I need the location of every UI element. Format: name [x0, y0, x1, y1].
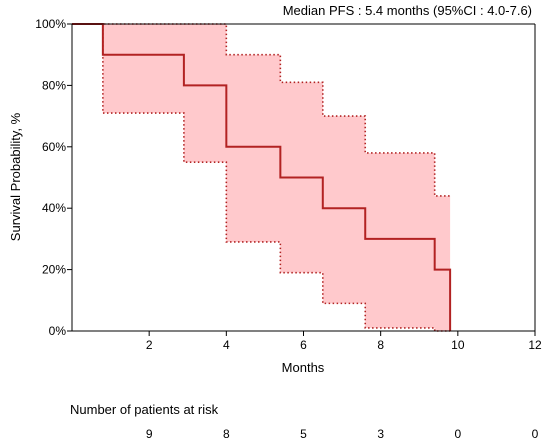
confidence-band [72, 24, 451, 331]
y-tick-label: 100% [35, 17, 66, 31]
y-tick-label: 60% [42, 140, 66, 154]
ci-band-area [72, 24, 451, 331]
x-axis-title: Months [282, 360, 325, 375]
ci-upper-polyline [72, 23, 451, 197]
y-tick-label: 40% [42, 201, 66, 215]
y-tick-label: 80% [42, 78, 66, 92]
x-tick-label: 10 [451, 338, 465, 352]
x-tick-label: 4 [223, 338, 230, 352]
risk-count: 5 [300, 427, 307, 441]
ci-lower-polyline [72, 23, 451, 332]
survival-step-polyline [72, 23, 452, 331]
y-axis-ticks: 0% 20% 40% 60% 80% 100% [35, 17, 72, 338]
risk-count: 0 [532, 427, 539, 441]
y-tick-label: 0% [49, 324, 67, 338]
risk-count: 9 [146, 427, 153, 441]
risk-table-values: 9 8 5 3 0 0 [146, 427, 539, 441]
risk-count: 3 [377, 427, 384, 441]
x-tick-label: 12 [528, 338, 542, 352]
x-tick-label: 8 [377, 338, 384, 352]
x-tick-label: 2 [146, 338, 153, 352]
y-tick-label: 20% [42, 263, 66, 277]
x-tick-label: 6 [300, 338, 307, 352]
risk-count: 8 [223, 427, 230, 441]
risk-table-title: Number of patients at risk [70, 402, 219, 417]
survival-curve [72, 23, 452, 331]
x-axis-ticks: 2 4 6 8 10 12 [146, 331, 542, 352]
ci-lower-line [72, 23, 451, 332]
median-pfs-annotation: Median PFS : 5.4 months (95%CI : 4.0-7.6… [283, 3, 532, 18]
risk-count: 0 [454, 427, 461, 441]
ci-upper-line [72, 23, 451, 197]
y-axis-title: Survival Probability, % [8, 112, 23, 241]
